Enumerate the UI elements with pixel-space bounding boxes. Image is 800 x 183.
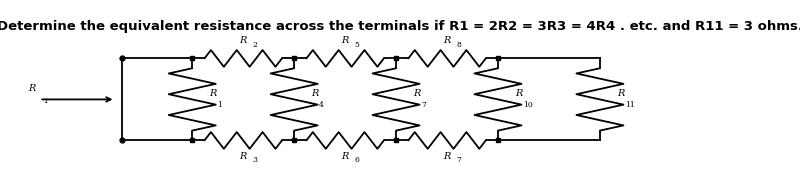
Text: R: R (311, 89, 318, 98)
Text: R: R (443, 152, 450, 161)
Text: .i: .i (43, 97, 48, 105)
Text: 3: 3 (253, 156, 258, 164)
Text: R: R (414, 89, 421, 98)
Text: 7: 7 (457, 156, 462, 164)
Text: 1: 1 (218, 102, 222, 109)
Text: R: R (443, 36, 450, 45)
Text: Determine the equivalent resistance across the terminals if R1 = 2R2 = 3R3 = 4R4: Determine the equivalent resistance acro… (0, 20, 800, 33)
Text: 2: 2 (253, 41, 258, 48)
Text: 11: 11 (625, 102, 634, 109)
Text: R: R (342, 36, 349, 45)
Text: 6: 6 (354, 156, 359, 164)
Text: 10: 10 (523, 102, 533, 109)
Text: R: R (239, 36, 247, 45)
Text: 5: 5 (354, 41, 359, 48)
Text: R: R (617, 89, 625, 98)
Text: 8: 8 (457, 41, 462, 48)
Text: R: R (342, 152, 349, 161)
Text: 4: 4 (319, 102, 324, 109)
Text: R: R (28, 84, 35, 93)
Text: 7: 7 (421, 102, 426, 109)
Text: R: R (239, 152, 247, 161)
Text: R: R (210, 89, 217, 98)
Text: R: R (515, 89, 522, 98)
